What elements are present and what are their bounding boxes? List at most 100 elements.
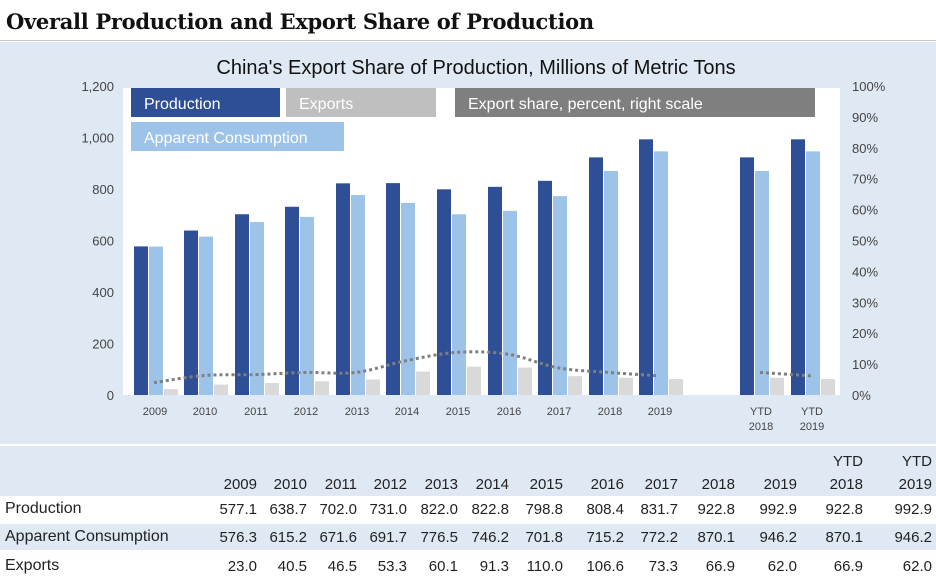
- bar-production: [134, 246, 148, 395]
- table-header-cell: 2017: [644, 476, 678, 493]
- legend-swatch: [131, 122, 344, 151]
- bar-production: [538, 180, 552, 395]
- table-header-cell: 2014: [475, 476, 509, 493]
- bar-production: [285, 206, 299, 395]
- right-tick-label: 10%: [852, 357, 878, 372]
- bar-production: [740, 157, 754, 395]
- left-tick-label: 800: [92, 182, 114, 197]
- table-header-cell: 2013: [424, 476, 458, 493]
- bar-exports: [669, 379, 683, 395]
- legend-label: Apparent Consumption: [144, 130, 308, 147]
- table-header-cell: 2016: [590, 476, 624, 493]
- bar-production: [791, 139, 805, 395]
- bar-apparent-consumption: [604, 170, 618, 395]
- x-tick-label: 2017: [547, 406, 571, 418]
- bar-production: [488, 186, 502, 395]
- table-header-cell: 2012: [373, 476, 407, 493]
- table-header-top-cell: YTD: [833, 453, 863, 470]
- table-cell: 870.1: [697, 529, 735, 546]
- table-cell: 577.1: [219, 501, 257, 518]
- table-cell: 870.1: [825, 529, 863, 546]
- right-tick-label: 100%: [852, 79, 886, 94]
- table-cell: 822.8: [471, 501, 509, 518]
- left-tick-label: 1,200: [81, 79, 114, 94]
- row-label-production: Production: [5, 500, 82, 517]
- table-cell: 776.5: [420, 529, 458, 546]
- row-label-exports: Exports: [5, 557, 60, 574]
- table-cell: 798.8: [525, 501, 563, 518]
- right-tick-label: 20%: [852, 326, 878, 341]
- x-tick-label: 2014: [395, 406, 419, 418]
- table-row-exports: Exports 23.0 40.5 46.5 53.3 60.1 91.3 110.0 106…: [0, 552, 936, 580]
- table-cell: 40.5: [277, 558, 307, 575]
- legend-swatch: [455, 88, 815, 117]
- table-cell: 615.2: [269, 529, 307, 546]
- table-cell: 922.8: [697, 501, 735, 518]
- table-cell: 715.2: [586, 529, 624, 546]
- bar-apparent-consumption: [351, 195, 365, 395]
- bar-exports: [568, 376, 582, 395]
- table-cell: 701.8: [525, 529, 563, 546]
- bar-apparent-consumption: [755, 170, 769, 395]
- bar-apparent-consumption: [149, 246, 163, 395]
- bar-production: [235, 214, 249, 395]
- bar-apparent-consumption: [250, 222, 264, 395]
- left-axis: 0 200 400 600 800 1,000 1,200: [81, 79, 114, 403]
- legend-swatch: [286, 88, 436, 117]
- table-cell: 691.7: [369, 529, 407, 546]
- right-tick-label: 30%: [852, 295, 878, 310]
- left-tick-label: 600: [92, 234, 114, 249]
- right-tick-label: 0%: [852, 388, 871, 403]
- x-tick-label: 2015: [446, 406, 470, 418]
- x-tick-label: 2016: [497, 406, 521, 418]
- x-tick-label: YTD: [801, 406, 823, 418]
- right-tick-label: 90%: [852, 110, 878, 125]
- table-cell: 946.2: [894, 529, 932, 546]
- x-tick-label: 2019: [648, 406, 672, 418]
- legend-label: Exports: [299, 96, 353, 113]
- bar-production: [437, 189, 451, 395]
- table-cell: 60.1: [428, 558, 458, 575]
- bar-exports: [366, 379, 380, 395]
- table-cell: 66.9: [833, 558, 863, 575]
- table-cell: 822.0: [420, 501, 458, 518]
- table-cell: 91.3: [479, 558, 509, 575]
- table-cell: 671.6: [319, 529, 357, 546]
- right-tick-label: 80%: [852, 141, 878, 156]
- bar-apparent-consumption: [401, 202, 415, 395]
- bar-exports: [315, 381, 329, 395]
- bar-exports: [821, 379, 835, 395]
- bar-apparent-consumption: [654, 151, 668, 395]
- table-cell: 946.2: [759, 529, 797, 546]
- table-cell: 110.0: [526, 558, 563, 575]
- table-header-top-cell: YTD: [902, 453, 932, 470]
- bar-exports: [467, 366, 481, 395]
- table-cell: 702.0: [319, 501, 357, 518]
- data-table: 2009 2010 2011 2012 2013 2014 2015 2016 2017 2018…: [0, 446, 936, 580]
- export-share-chart: China's Export Share of Production, Mill…: [81, 57, 886, 433]
- bar-apparent-consumption: [553, 196, 567, 395]
- bar-exports: [619, 377, 633, 395]
- page-title: Overall Production and Export Share of P…: [6, 9, 594, 34]
- bar-exports: [770, 377, 784, 395]
- title-divider: [0, 40, 936, 41]
- bar-exports: [214, 384, 228, 395]
- x-tick-label: 2011: [244, 406, 268, 418]
- legend-label: Production: [144, 96, 221, 113]
- table-header-cell: 2018: [829, 476, 863, 493]
- table-cell: 66.9: [705, 558, 735, 575]
- table-cell: 73.3: [648, 558, 678, 575]
- table-cell: 731.0: [369, 501, 407, 518]
- left-tick-label: 200: [92, 337, 114, 352]
- bar-apparent-consumption: [300, 216, 314, 395]
- left-tick-label: 400: [92, 285, 114, 300]
- x-tick-label: 2013: [345, 406, 369, 418]
- table-cell: 772.2: [640, 529, 678, 546]
- bar-production: [386, 183, 400, 395]
- right-axis: 0% 10% 20% 30% 40% 50% 60% 70% 80% 90% 100%: [852, 79, 886, 403]
- table-cell: 992.9: [759, 501, 797, 518]
- table-cell: 831.7: [640, 501, 678, 518]
- left-tick-label: 1,000: [81, 131, 114, 146]
- table-cell: 638.7: [269, 501, 307, 518]
- bar-exports: [416, 371, 430, 395]
